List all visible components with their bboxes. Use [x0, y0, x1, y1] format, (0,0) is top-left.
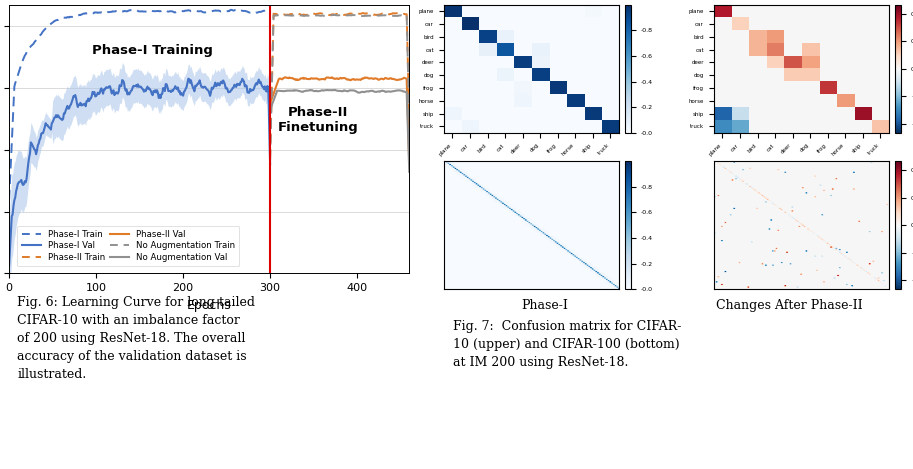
- Legend: Phase-I Train, Phase-I Val, Phase-II Train, Phase-II Val, No Augmentation Train,: Phase-I Train, Phase-I Val, Phase-II Tra…: [17, 226, 239, 266]
- Text: Phase-I Training: Phase-I Training: [92, 44, 213, 57]
- Text: Phase-II
Finetuning: Phase-II Finetuning: [278, 106, 358, 134]
- Text: Changes After Phase-II: Changes After Phase-II: [716, 299, 862, 312]
- Text: Fig. 7:  Confusion matrix for CIFAR-
10 (upper) and CIFAR-100 (bottom)
at IM 200: Fig. 7: Confusion matrix for CIFAR- 10 (…: [453, 320, 681, 370]
- Text: Phase-I: Phase-I: [521, 299, 569, 312]
- Text: Fig. 6: Learning Curve for long-tailed
CIFAR-10 with an imbalance factor
of 200 : Fig. 6: Learning Curve for long-tailed C…: [17, 296, 255, 381]
- X-axis label: Epochs: Epochs: [187, 299, 232, 311]
